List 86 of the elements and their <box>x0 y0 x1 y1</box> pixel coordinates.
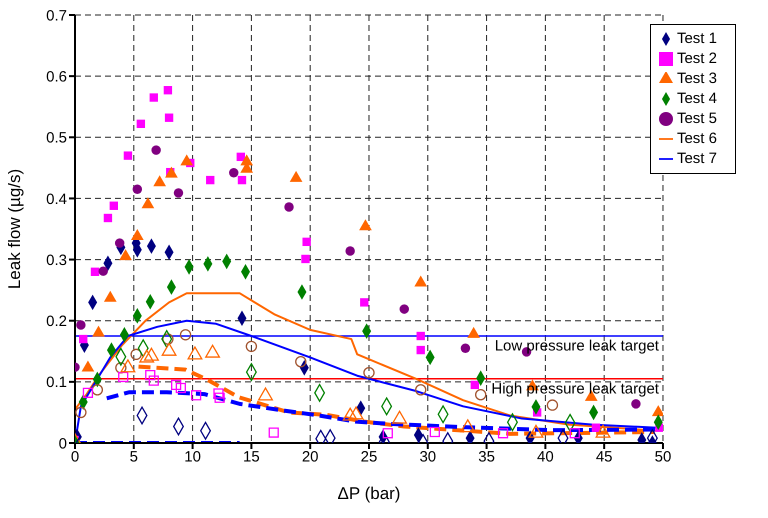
x-tick-label: 15 <box>243 448 260 466</box>
x-tick-label: 35 <box>478 448 495 466</box>
point <box>104 214 112 222</box>
y-axis-title: Leak flow (µg/s) <box>5 168 24 290</box>
point <box>236 152 245 162</box>
point <box>238 176 246 184</box>
point <box>124 151 132 160</box>
point <box>82 388 94 398</box>
point <box>345 246 355 256</box>
x-axis-title: ΔP (bar) <box>337 484 400 503</box>
point <box>206 176 214 184</box>
point <box>79 334 88 344</box>
point <box>382 428 393 438</box>
point <box>151 145 161 155</box>
x-tick-label: 45 <box>596 448 613 466</box>
ref-line-label: Low pressure leak target <box>494 338 660 355</box>
point <box>148 376 159 386</box>
point <box>90 268 100 276</box>
point <box>416 332 425 340</box>
legend-label: Test 2 <box>676 50 717 67</box>
y-tick-label: 0.3 <box>46 252 67 269</box>
point <box>174 188 184 198</box>
point <box>295 356 306 368</box>
point <box>136 120 146 128</box>
point <box>92 384 104 396</box>
point <box>302 238 311 246</box>
point <box>416 346 425 354</box>
point <box>110 202 118 210</box>
point <box>176 382 186 394</box>
point <box>150 93 158 102</box>
point <box>191 390 202 400</box>
point <box>246 340 258 352</box>
x-tick-label: 30 <box>419 448 436 466</box>
point <box>470 380 480 390</box>
point <box>430 426 440 438</box>
point <box>363 367 375 378</box>
x-tick-label: 20 <box>302 448 319 466</box>
y-tick-label: 0 <box>58 435 67 452</box>
point <box>546 399 558 411</box>
point <box>180 329 192 340</box>
point <box>132 184 142 194</box>
y-tick-label: 0.2 <box>46 313 67 330</box>
y-tick-label: 0.1 <box>46 374 67 392</box>
x-tick-label: 10 <box>184 448 201 466</box>
point <box>301 254 310 264</box>
point <box>75 406 87 418</box>
point <box>631 399 641 409</box>
x-tick-label: 50 <box>654 448 672 466</box>
point <box>460 344 470 353</box>
point <box>171 380 182 390</box>
point <box>214 392 225 403</box>
legend-label: Test 1 <box>676 30 717 47</box>
point <box>268 427 279 438</box>
legend-label: Test 4 <box>676 90 717 107</box>
y-tick-label: 0.6 <box>46 68 67 86</box>
point <box>475 389 486 400</box>
x-tick-label: 25 <box>360 448 378 466</box>
point <box>118 372 128 382</box>
point <box>145 370 156 380</box>
point <box>98 266 108 276</box>
y-tick-label: 0.5 <box>46 130 67 147</box>
point <box>162 333 174 345</box>
point <box>164 86 172 94</box>
point <box>400 304 409 314</box>
x-tick-label: 5 <box>130 448 138 466</box>
point <box>213 388 224 399</box>
point <box>114 238 124 248</box>
y-tick-label: 0.7 <box>46 7 67 24</box>
point <box>284 202 294 212</box>
point <box>229 168 238 178</box>
x-tick-label: 0 <box>70 448 80 466</box>
point <box>76 320 86 330</box>
point <box>164 114 174 122</box>
legend-label: Test 6 <box>676 130 717 147</box>
point <box>570 428 580 438</box>
point <box>115 362 127 374</box>
point <box>498 428 508 438</box>
point <box>592 424 600 432</box>
legend-label: Test 7 <box>676 150 717 167</box>
point <box>130 348 142 360</box>
x-tick-label: 40 <box>537 448 554 466</box>
point <box>415 384 426 396</box>
legend-label: Test 5 <box>676 110 717 127</box>
point <box>360 298 368 307</box>
y-tick-label: 0.4 <box>46 190 67 208</box>
legend-label: Test 3 <box>676 70 717 87</box>
